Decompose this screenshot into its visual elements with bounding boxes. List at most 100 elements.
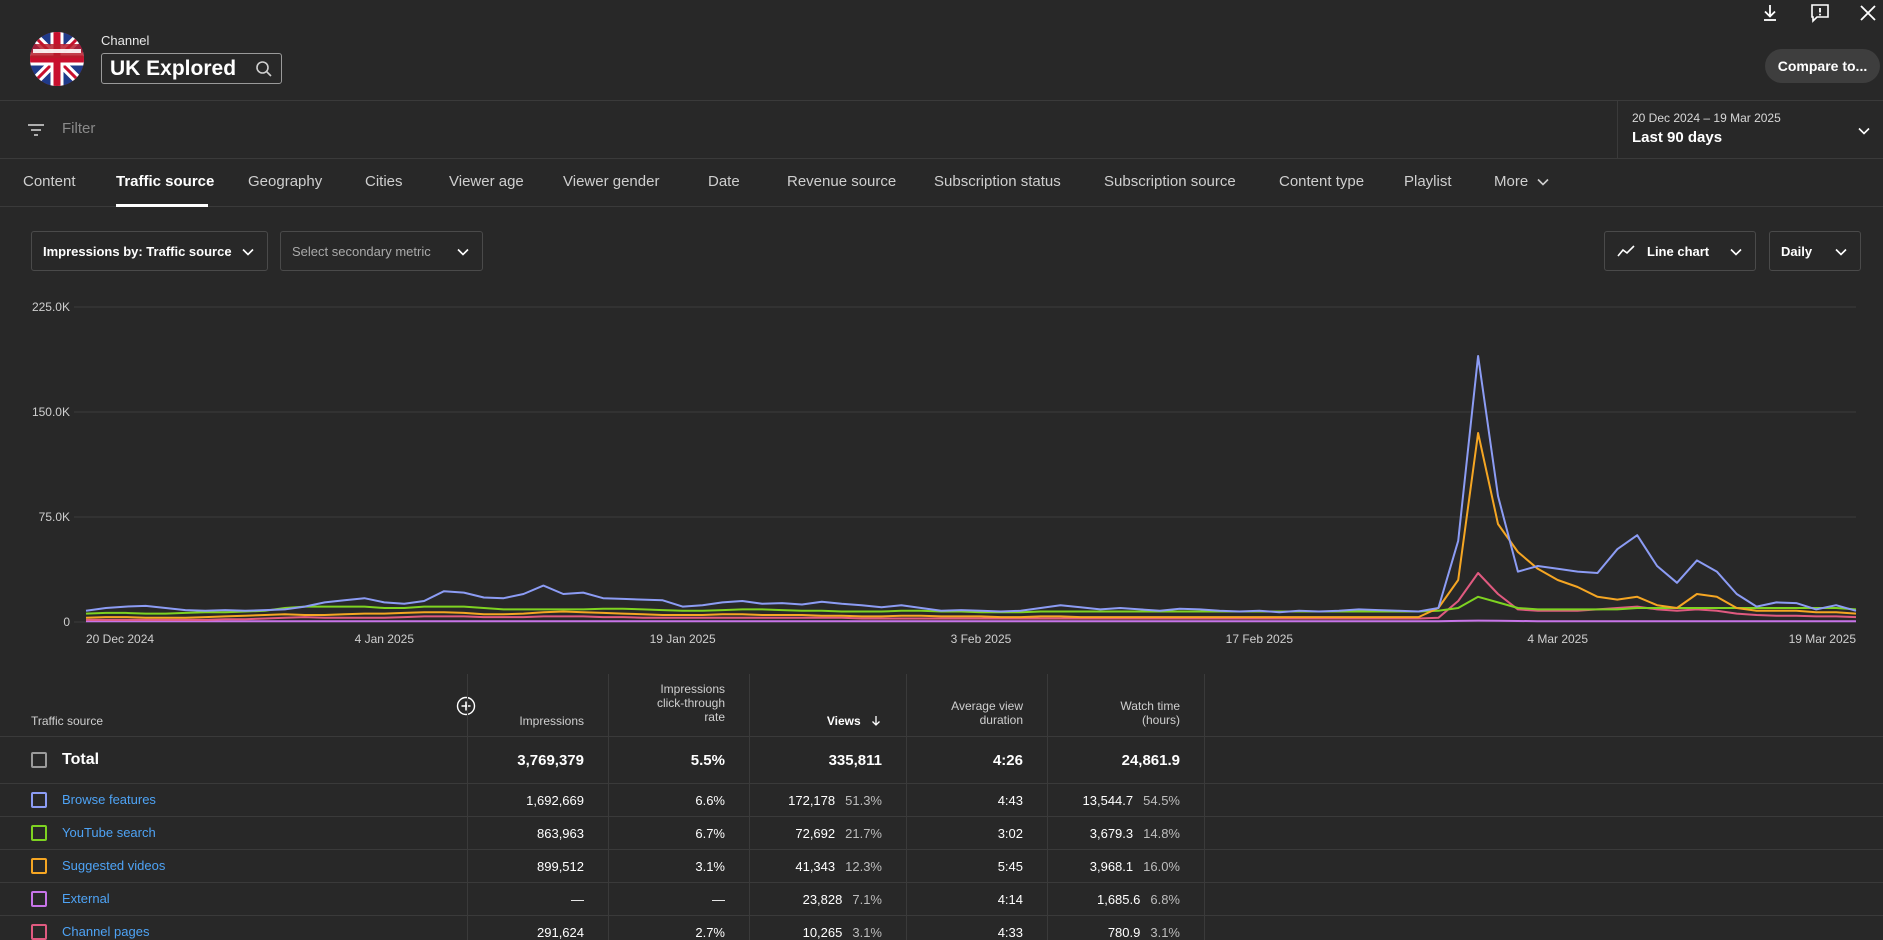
interval-dropdown[interactable]: Daily [1769, 231, 1861, 271]
cell-impressions: 863,963 [537, 826, 584, 841]
header-wt-line2: (hours) [1141, 713, 1180, 727]
tab-content[interactable]: Content [23, 173, 76, 190]
line-chart[interactable]: 225.0K 150.0K 75.0K 0 20 Dec 2024 4 Jan 2025 1… [0, 290, 1883, 660]
tab-viewer-gender[interactable]: Viewer gender [563, 173, 660, 190]
cell-avg-view-duration: 4:14 [997, 892, 1023, 907]
row-checkbox[interactable] [31, 825, 47, 841]
table-total-row: Total 3,769,379 5.5% 335,811 4:26 24,861… [0, 737, 1883, 784]
cell-impressions: 1,692,669 [526, 793, 584, 808]
traffic-source-table: Traffic source Impressions Impressions c… [0, 674, 1883, 940]
channel-avatar[interactable] [30, 32, 84, 86]
x-tick-label: 4 Jan 2025 [355, 632, 415, 646]
divider [1617, 101, 1618, 159]
close-icon[interactable] [1857, 2, 1879, 24]
add-column-icon[interactable] [456, 696, 476, 716]
chevron-down-icon [1537, 178, 1549, 186]
tab-more[interactable]: More [1494, 173, 1550, 190]
cell-impressions: 899,512 [537, 859, 584, 874]
header-avg-view-duration[interactable]: Average view duration [951, 699, 1023, 727]
chart-axes: 225.0K 150.0K 75.0K 0 20 Dec 2024 4 Jan 2025 1… [32, 300, 1856, 646]
series-line[interactable] [85, 355, 1857, 614]
header-avd-line1: Average view [951, 699, 1023, 713]
chart-type-label: Line chart [1647, 243, 1710, 259]
filter-input[interactable]: Filter [62, 120, 96, 137]
cell-watch-time: 1,685.6 6.8% [1097, 892, 1180, 907]
dimension-tabs: Content Traffic source Geography Cities … [0, 159, 1883, 207]
row-checkbox[interactable] [31, 792, 47, 808]
row-checkbox[interactable] [31, 858, 47, 874]
tab-date[interactable]: Date [708, 173, 740, 190]
tab-traffic-source[interactable]: Traffic source [116, 173, 215, 190]
cell-impressions: — [571, 892, 584, 907]
primary-metric-dropdown[interactable]: Impressions by: Traffic source [31, 231, 268, 271]
header-traffic-source[interactable]: Traffic source [31, 714, 104, 728]
table-row: YouTube search 863,963 6.7% 72,692 21.7% 3:02… [0, 817, 1883, 850]
search-icon[interactable] [255, 60, 273, 78]
tab-more-label: More [1494, 173, 1529, 190]
cell-watch-time: 780.9 3.1% [1108, 925, 1180, 940]
header-views-label: Views [826, 714, 861, 728]
cell-views-percent: 21.7% [845, 826, 882, 841]
header-ctr[interactable]: Impressions click-through rate [657, 682, 725, 724]
primary-metric-label: Impressions by: Traffic source [43, 243, 232, 259]
cell-ctr: 2.7% [695, 925, 725, 940]
header-views[interactable]: Views [827, 714, 882, 728]
tab-viewer-age[interactable]: Viewer age [449, 173, 524, 190]
series-line[interactable] [86, 572, 1857, 621]
total-avg-view-duration: 4:26 [992, 752, 1023, 769]
column-divider [467, 674, 468, 940]
header-impressions[interactable]: Impressions [519, 714, 584, 728]
cell-impressions: 291,624 [537, 925, 584, 940]
cell-watch-time-percent: 6.8% [1150, 892, 1180, 907]
chart-type-dropdown[interactable]: Line chart [1604, 231, 1756, 271]
total-label: Total [62, 751, 100, 768]
cell-avg-view-duration: 5:45 [997, 859, 1023, 874]
total-ctr: 5.5% [690, 752, 725, 769]
traffic-source-link[interactable]: Suggested videos [62, 858, 166, 873]
x-tick-label: 3 Feb 2025 [951, 632, 1012, 646]
row-checkbox[interactable] [31, 924, 47, 940]
tab-geography[interactable]: Geography [248, 173, 323, 190]
tab-playlist[interactable]: Playlist [1404, 173, 1452, 190]
cell-watch-time-value: 780.9 [1107, 925, 1141, 940]
cell-watch-time: 3,968.1 16.0% [1090, 859, 1180, 874]
tab-content-type[interactable]: Content type [1279, 173, 1365, 190]
secondary-metric-dropdown[interactable]: Select secondary metric [280, 231, 483, 271]
tab-cities[interactable]: Cities [365, 173, 403, 190]
tab-subscription-status[interactable]: Subscription status [934, 173, 1061, 190]
tab-subscription-source[interactable]: Subscription source [1104, 173, 1236, 190]
header-watch-time[interactable]: Watch time (hours) [1120, 699, 1180, 727]
chevron-down-icon [457, 248, 469, 256]
cell-views: 172,178 51.3% [788, 793, 882, 808]
feedback-icon[interactable] [1809, 2, 1831, 24]
compare-button[interactable]: Compare to... [1765, 49, 1880, 83]
cell-ctr: 6.7% [695, 826, 725, 841]
date-range-text: 20 Dec 2024 – 19 Mar 2025 [1632, 111, 1781, 125]
channel-label: Channel [101, 33, 150, 48]
active-tab-indicator [116, 204, 208, 207]
download-icon[interactable] [1759, 2, 1781, 24]
channel-selector[interactable]: UK Explored [101, 53, 282, 84]
chevron-down-icon [1730, 248, 1742, 256]
series-line[interactable] [85, 595, 1857, 615]
series-line[interactable] [86, 619, 1856, 623]
cell-watch-time-value: 1,685.6 [1096, 892, 1141, 907]
table-row: Channel pages 291,624 2.7% 10,265 3.1% 4:33 78… [0, 916, 1883, 940]
y-tick-label: 0 [63, 615, 70, 629]
total-checkbox[interactable] [31, 752, 47, 768]
traffic-source-link[interactable]: Browse features [62, 792, 156, 807]
header-ctr-line3: rate [704, 710, 725, 724]
traffic-source-link[interactable]: External [62, 891, 110, 906]
cell-views-percent: 3.1% [852, 925, 882, 940]
row-checkbox[interactable] [31, 891, 47, 907]
x-tick-label: 20 Dec 2024 [86, 632, 154, 646]
union-flag-icon [30, 32, 84, 86]
filter-icon[interactable] [26, 121, 46, 139]
y-tick-label: 225.0K [32, 300, 70, 314]
channel-name: UK Explored [110, 56, 237, 80]
tab-revenue-source[interactable]: Revenue source [787, 173, 897, 190]
traffic-source-link[interactable]: Channel pages [62, 924, 150, 939]
traffic-source-link[interactable]: YouTube search [62, 825, 156, 840]
series-line[interactable] [85, 432, 1857, 619]
chevron-down-icon [242, 248, 254, 256]
